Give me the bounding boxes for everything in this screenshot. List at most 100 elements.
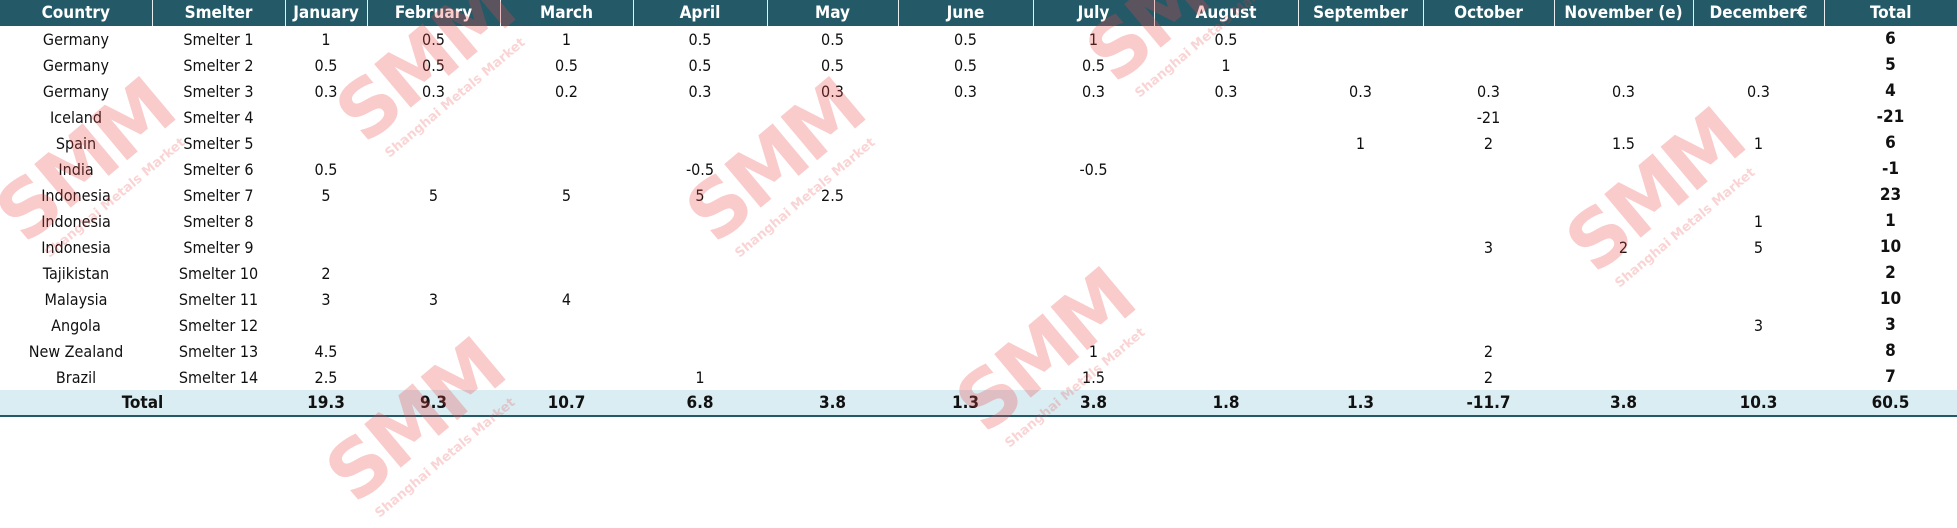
month-value-cell[interactable]: 2.5 (314, 367, 338, 387)
month-value-cell[interactable] (1298, 338, 1423, 364)
row-total-cell[interactable]: 10 (1879, 289, 1902, 309)
month-value-cell[interactable]: 1 (561, 29, 572, 49)
month-value-cell[interactable] (367, 312, 500, 338)
month-value-cell[interactable] (1693, 52, 1824, 78)
month-value-cell[interactable] (1298, 364, 1423, 390)
month-value-cell[interactable]: 0.5 (422, 55, 445, 75)
month-value-cell[interactable]: 0.5 (821, 29, 844, 49)
month-value-cell[interactable]: 1.5 (1612, 133, 1635, 153)
country-cell[interactable]: Germany (42, 81, 110, 101)
country-cell[interactable]: India (58, 159, 94, 179)
row-total-cell[interactable]: 6 (1885, 133, 1896, 153)
month-value-cell[interactable]: 2 (1618, 237, 1629, 257)
month-value-cell[interactable] (898, 338, 1033, 364)
month-value-cell[interactable] (1423, 52, 1554, 78)
month-value-cell[interactable] (1154, 182, 1298, 208)
month-value-cell[interactable] (898, 260, 1033, 286)
month-value-cell[interactable] (633, 234, 767, 260)
month-value-cell[interactable]: -0.5 (685, 159, 715, 179)
row-total-cell[interactable]: 7 (1885, 367, 1896, 387)
month-value-cell[interactable] (1154, 130, 1298, 156)
month-value-cell[interactable] (898, 104, 1033, 130)
month-value-cell[interactable] (633, 260, 767, 286)
month-value-cell[interactable] (898, 208, 1033, 234)
smelter-cell[interactable]: Smelter 14 (178, 367, 259, 387)
month-value-cell[interactable]: 3 (1753, 315, 1764, 335)
month-value-cell[interactable] (767, 312, 898, 338)
month-value-cell[interactable]: 0.5 (688, 55, 712, 75)
month-value-cell[interactable] (285, 104, 367, 130)
month-value-cell[interactable]: 1 (1753, 133, 1764, 153)
month-value-cell[interactable] (285, 312, 367, 338)
month-value-cell[interactable]: 1 (321, 29, 331, 49)
month-value-cell[interactable]: 2 (1483, 341, 1494, 361)
month-value-cell[interactable]: 2.5 (821, 185, 844, 205)
column-header[interactable]: Smelter (151, 0, 285, 26)
column-header[interactable]: October (1422, 0, 1554, 26)
month-value-cell[interactable] (633, 312, 767, 338)
month-value-cell[interactable] (1154, 104, 1298, 130)
month-value-cell[interactable]: 4 (561, 289, 572, 309)
row-total-cell[interactable]: 2 (1885, 263, 1896, 283)
smelter-cell[interactable]: Smelter 3 (183, 81, 254, 101)
column-total-cell[interactable]: 1.8 (1154, 390, 1298, 417)
month-value-cell[interactable] (1033, 286, 1154, 312)
column-header[interactable]: August (1153, 0, 1298, 26)
month-value-cell[interactable] (767, 156, 898, 182)
country-cell[interactable]: Germany (42, 55, 110, 75)
month-value-cell[interactable] (1554, 52, 1693, 78)
month-value-cell[interactable] (1693, 338, 1824, 364)
month-value-cell[interactable]: 0.5 (954, 55, 977, 75)
smelter-cell[interactable]: Smelter 6 (183, 159, 254, 179)
month-value-cell[interactable] (1298, 312, 1423, 338)
month-value-cell[interactable] (1693, 182, 1824, 208)
country-cell[interactable]: Germany (42, 29, 110, 49)
month-value-cell[interactable] (1154, 286, 1298, 312)
row-total-cell[interactable]: 3 (1885, 315, 1896, 335)
month-value-cell[interactable]: 1 (1753, 211, 1764, 231)
month-value-cell[interactable]: 0.3 (1082, 81, 1105, 101)
month-value-cell[interactable]: 2 (321, 263, 331, 283)
month-value-cell[interactable] (1423, 26, 1554, 52)
country-cell[interactable]: Spain (55, 133, 97, 153)
month-value-cell[interactable]: -0.5 (1079, 159, 1108, 179)
month-value-cell[interactable]: 0.5 (555, 55, 578, 75)
row-total-cell[interactable]: 6 (1885, 29, 1896, 49)
column-header[interactable]: July (1032, 0, 1154, 26)
column-total-cell[interactable]: 19.3 (285, 390, 367, 417)
row-total-cell[interactable]: 5 (1885, 55, 1896, 75)
country-cell[interactable]: Tajikistan (42, 263, 110, 283)
month-value-cell[interactable] (1154, 364, 1298, 390)
column-header[interactable]: February (366, 0, 500, 26)
month-value-cell[interactable]: 0.3 (954, 81, 977, 101)
month-value-cell[interactable]: 0.5 (688, 29, 712, 49)
month-value-cell[interactable] (1554, 364, 1693, 390)
month-value-cell[interactable] (1693, 156, 1824, 182)
month-value-cell[interactable] (1423, 260, 1554, 286)
month-value-cell[interactable] (1693, 286, 1824, 312)
country-cell[interactable]: Indonesia (41, 211, 111, 231)
month-value-cell[interactable]: 0.5 (314, 55, 338, 75)
column-total-cell[interactable]: 60.5 (1824, 390, 1957, 417)
month-value-cell[interactable] (1423, 208, 1554, 234)
column-total-cell[interactable]: 3.8 (1554, 390, 1693, 417)
month-value-cell[interactable]: 0.5 (1214, 29, 1238, 49)
smelter-cell[interactable]: Smelter 4 (183, 107, 254, 127)
month-value-cell[interactable] (500, 312, 633, 338)
row-total-cell[interactable]: -21 (1876, 107, 1905, 127)
column-total-cell[interactable]: -11.7 (1423, 390, 1554, 417)
month-value-cell[interactable] (1554, 182, 1693, 208)
month-value-cell[interactable] (1298, 26, 1423, 52)
month-value-cell[interactable] (1154, 312, 1298, 338)
month-value-cell[interactable]: 0.3 (314, 81, 338, 101)
month-value-cell[interactable] (898, 234, 1033, 260)
month-value-cell[interactable] (367, 234, 500, 260)
column-total-cell[interactable]: 6.8 (633, 390, 767, 417)
month-value-cell[interactable]: 5 (561, 185, 572, 205)
month-value-cell[interactable]: 0.3 (422, 81, 445, 101)
month-value-cell[interactable] (898, 182, 1033, 208)
month-value-cell[interactable] (1693, 104, 1824, 130)
month-value-cell[interactable] (500, 260, 633, 286)
month-value-cell[interactable] (633, 130, 767, 156)
month-value-cell[interactable] (898, 286, 1033, 312)
